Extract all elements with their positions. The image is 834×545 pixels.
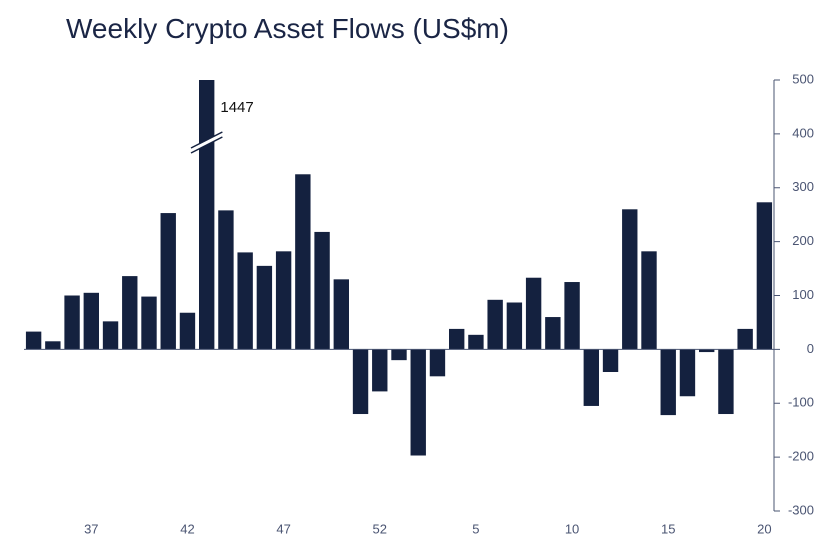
x-tick-label: 47 xyxy=(276,521,290,536)
bar xyxy=(352,349,369,415)
bar xyxy=(487,299,503,350)
bar xyxy=(602,349,619,373)
bar xyxy=(699,349,715,353)
x-tick-label: 10 xyxy=(565,521,579,536)
y-tick-label: 500 xyxy=(792,71,814,86)
y-tick-label: 0 xyxy=(807,341,814,356)
x-tick-label: 52 xyxy=(373,521,387,536)
bar xyxy=(295,174,311,350)
bar xyxy=(660,349,676,416)
x-tick-label: 37 xyxy=(84,521,98,536)
bar xyxy=(64,295,80,350)
value-label: 1447 xyxy=(220,99,253,116)
bar xyxy=(160,213,176,350)
bar xyxy=(218,210,234,350)
y-tick-label: -300 xyxy=(788,502,814,517)
axis-break xyxy=(191,132,223,153)
bar xyxy=(679,349,696,397)
bar xyxy=(391,349,407,361)
bar xyxy=(468,334,484,350)
bar xyxy=(410,349,426,456)
bar xyxy=(506,302,523,350)
bar xyxy=(737,328,753,350)
bar xyxy=(718,349,734,415)
bar xyxy=(449,328,465,350)
bar xyxy=(141,296,157,350)
bar xyxy=(25,331,42,350)
bar xyxy=(333,279,349,350)
axis-break-line xyxy=(190,136,223,154)
chart-title: Weekly Crypto Asset Flows (US$m) xyxy=(66,13,509,44)
bar xyxy=(372,349,388,392)
x-tick-label: 42 xyxy=(180,521,194,536)
bar xyxy=(122,276,138,350)
y-tick-label: 400 xyxy=(792,125,814,140)
bar xyxy=(545,317,561,350)
y-tick-label: 100 xyxy=(792,287,814,302)
bar xyxy=(429,349,446,377)
bar xyxy=(199,80,215,350)
bar xyxy=(45,341,61,350)
y-tick-label: 200 xyxy=(792,233,814,248)
bar xyxy=(179,312,196,350)
x-tick-label: 15 xyxy=(661,521,675,536)
y-tick-label: -100 xyxy=(788,395,814,410)
bar xyxy=(314,231,330,350)
bar xyxy=(83,292,99,350)
bar xyxy=(641,251,657,350)
bar xyxy=(564,282,580,350)
bar xyxy=(275,251,292,350)
bar xyxy=(237,252,253,350)
bar xyxy=(583,349,599,406)
bar xyxy=(756,202,773,350)
bar xyxy=(102,321,119,350)
y-tick-label: 300 xyxy=(792,179,814,194)
bar xyxy=(525,277,542,350)
bar xyxy=(622,209,638,350)
axis-break-line xyxy=(190,131,223,149)
y-tick-label: -200 xyxy=(788,449,814,464)
x-tick-label: 20 xyxy=(757,521,771,536)
bar xyxy=(256,265,273,350)
x-tick-label: 5 xyxy=(472,521,479,536)
